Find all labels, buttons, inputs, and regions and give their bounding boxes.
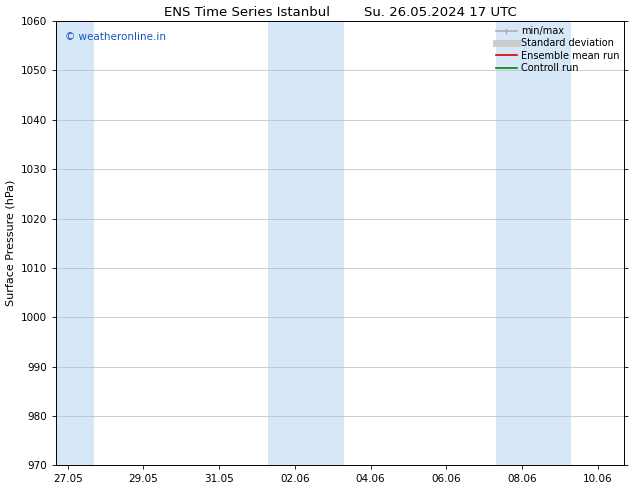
- Legend: min/max, Standard deviation, Ensemble mean run, Controll run: min/max, Standard deviation, Ensemble me…: [493, 23, 623, 76]
- Text: © weatheronline.in: © weatheronline.in: [65, 32, 166, 42]
- Bar: [268, 21, 344, 465]
- Title: ENS Time Series Istanbul        Su. 26.05.2024 17 UTC: ENS Time Series Istanbul Su. 26.05.2024 …: [164, 5, 517, 19]
- Bar: [56, 21, 94, 465]
- Bar: [496, 21, 571, 465]
- Y-axis label: Surface Pressure (hPa): Surface Pressure (hPa): [6, 180, 16, 306]
